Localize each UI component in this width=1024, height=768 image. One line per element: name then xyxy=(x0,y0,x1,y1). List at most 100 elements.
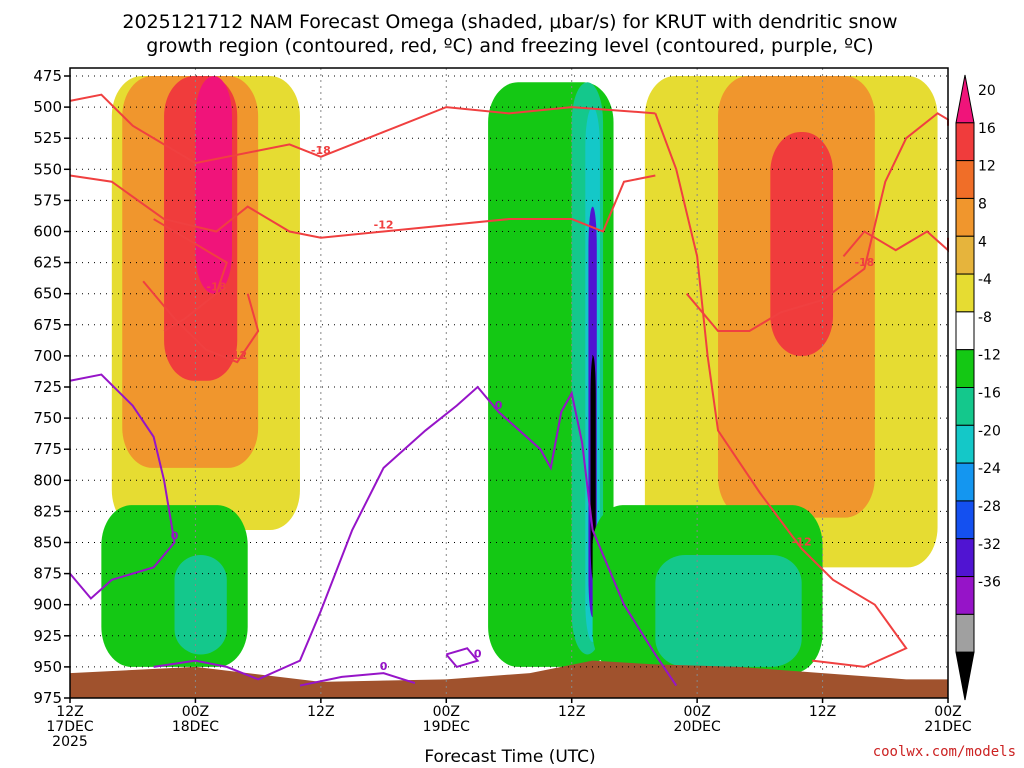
y-tick-label-825: 825 xyxy=(33,502,62,520)
colorbar-segment-5 xyxy=(955,273,975,313)
x-tick-label-0-3: 2025 xyxy=(52,734,88,750)
colorbar-label-7: -12 xyxy=(978,348,1001,364)
colorbar-segment-4 xyxy=(955,235,975,275)
contour-label-red-minus-12-east: -12 xyxy=(792,536,812,549)
colorbar-label-10: -24 xyxy=(978,461,1001,477)
contour-label-purple-zero-mid: 0 xyxy=(495,399,503,412)
colorbar-label-1: 16 xyxy=(978,121,996,137)
x-tick-label-84-1: 00Z xyxy=(934,704,961,720)
y-tick-label-925: 925 xyxy=(33,627,62,645)
x-tick-label-12-1: 00Z xyxy=(182,704,209,720)
y-tick-label-475: 475 xyxy=(33,67,62,85)
contour-purple-zero-surface xyxy=(299,672,416,687)
colorbar-label-5: -4 xyxy=(978,272,992,288)
colorbar-label-2: 12 xyxy=(978,159,996,175)
colorbar-segment-13 xyxy=(955,576,975,615)
y-tick-label-750: 750 xyxy=(33,409,62,427)
contour-label-purple-zero-small: 0 xyxy=(474,648,482,661)
y-tick-label-600: 600 xyxy=(33,223,62,241)
colorbar: 20 16 12 8 4 -4 -8 -12 -16 -20 -24 -28 -32 -36 xyxy=(955,74,1001,701)
contour-red-minus-12-upper xyxy=(69,174,656,239)
contour-label-red-minus-18-east: -18 xyxy=(854,256,874,269)
contour-purple-zero-mid xyxy=(153,385,678,687)
y-tick-label-950: 950 xyxy=(33,658,62,676)
colorbar-label-12: -32 xyxy=(978,537,1001,553)
chart-title-line1: 2025121712 NAM Forecast Omega (shaded, μ… xyxy=(122,11,897,33)
omega-region-positive-omega-west-max xyxy=(195,76,233,294)
x-tick-label-0-2: 17DEC xyxy=(46,719,93,735)
contour-label-red-minus-18-upper: -18 xyxy=(311,144,331,157)
colorbar-label-4: 4 xyxy=(978,234,987,250)
contour-red-minus-12-east xyxy=(654,112,908,668)
y-tick-label-800: 800 xyxy=(33,471,62,489)
colorbar-label-13: -36 xyxy=(978,575,1001,591)
x-tick-label-24-1: 12Z xyxy=(307,704,334,720)
x-tick-label-60-1: 00Z xyxy=(683,704,710,720)
x-tick-label-84-2: 21DEC xyxy=(924,719,971,735)
colorbar-segment-12 xyxy=(955,538,975,578)
contour-red-minus-18-east xyxy=(685,112,949,333)
contour-label-purple-zero-west: 0 xyxy=(171,530,179,543)
y-tick-label-900: 900 xyxy=(33,596,62,614)
grid-layer xyxy=(69,68,949,699)
y-tick-label-700: 700 xyxy=(33,347,62,365)
colorbar-segment-7 xyxy=(955,349,975,388)
colorbar-segment-8 xyxy=(955,387,975,426)
omega-region-positive-omega-east-core xyxy=(770,131,834,356)
x-tick-label-48-1: 12Z xyxy=(558,704,585,720)
omega-shading-layer xyxy=(101,76,938,674)
colorbar-segment-11 xyxy=(955,500,975,540)
y-tick-label-625: 625 xyxy=(33,254,62,272)
terrain-surface xyxy=(70,660,948,698)
colorbar-segment-1 xyxy=(955,122,975,162)
colorbar-segment-2 xyxy=(955,160,975,199)
contour-label-red-minus-18-west: -18 xyxy=(206,281,226,294)
y-tick-label-875: 875 xyxy=(33,565,62,583)
omega-region-negative-omega-east-low-inner xyxy=(655,554,802,667)
y-tick-label-775: 775 xyxy=(33,440,62,458)
colorbar-label-11: -28 xyxy=(978,499,1001,515)
x-tick-label-72-1: 12Z xyxy=(809,704,836,720)
y-tick-label-550: 550 xyxy=(33,160,62,178)
contour-label-red-minus-12-upper: -12 xyxy=(374,219,394,232)
terrain-layer xyxy=(70,660,948,698)
colorbar-label-8: -16 xyxy=(978,386,1001,402)
colorbar-label-3: 8 xyxy=(978,196,987,212)
colorbar-segment-0 xyxy=(955,74,975,124)
colorbar-segment-6 xyxy=(955,311,975,351)
contour-purple-zero-small xyxy=(445,647,480,669)
colorbar-segment-14 xyxy=(955,613,975,653)
y-tick-label-675: 675 xyxy=(33,316,62,334)
contour-label-red-minus-12-west: -12 xyxy=(227,349,247,362)
x-tick-label-12-2: 18DEC xyxy=(172,719,219,735)
contour-red-minus-18-west xyxy=(153,218,228,332)
y-tick-label-575: 575 xyxy=(33,191,62,209)
chart-title-line2: growth region (contoured, red, ºC) and f… xyxy=(146,35,873,57)
omega-region-negative-omega-west-low-inner xyxy=(174,554,227,655)
y-tick-label-650: 650 xyxy=(33,285,62,303)
y-tick-label-850: 850 xyxy=(33,534,62,552)
contour-purple-zero-west xyxy=(69,373,176,600)
colorbar-label-0: 20 xyxy=(978,83,996,99)
y-axis: 475 500 525 550 575 600 625 650 675 700 725 750 775 8… xyxy=(33,67,70,707)
y-tick-label-975: 975 xyxy=(33,689,62,707)
y-tick-label-725: 725 xyxy=(33,378,62,396)
x-axis-label: Forecast Time (UTC) xyxy=(424,747,595,767)
x-tick-label-36-2: 19DEC xyxy=(423,719,470,735)
colorbar-label-6: -8 xyxy=(978,310,992,326)
colorbar-segment-9 xyxy=(955,424,975,464)
x-tick-label-0-1: 12Z xyxy=(56,704,83,720)
y-tick-label-500: 500 xyxy=(33,98,62,116)
colorbar-segment-3 xyxy=(955,197,975,237)
colorbar-segment-10 xyxy=(955,462,975,502)
contour-label-purple-zero-surface: 0 xyxy=(380,660,388,673)
plot-frame xyxy=(69,67,949,699)
credit-text: coolwx.com/models xyxy=(873,744,1016,760)
colorbar-segment-15 xyxy=(955,651,975,701)
contour-red-minus-18-upper xyxy=(69,93,656,165)
y-tick-label-525: 525 xyxy=(33,129,62,147)
colorbar-label-9: -20 xyxy=(978,423,1001,439)
x-tick-label-60-2: 20DEC xyxy=(674,719,721,735)
